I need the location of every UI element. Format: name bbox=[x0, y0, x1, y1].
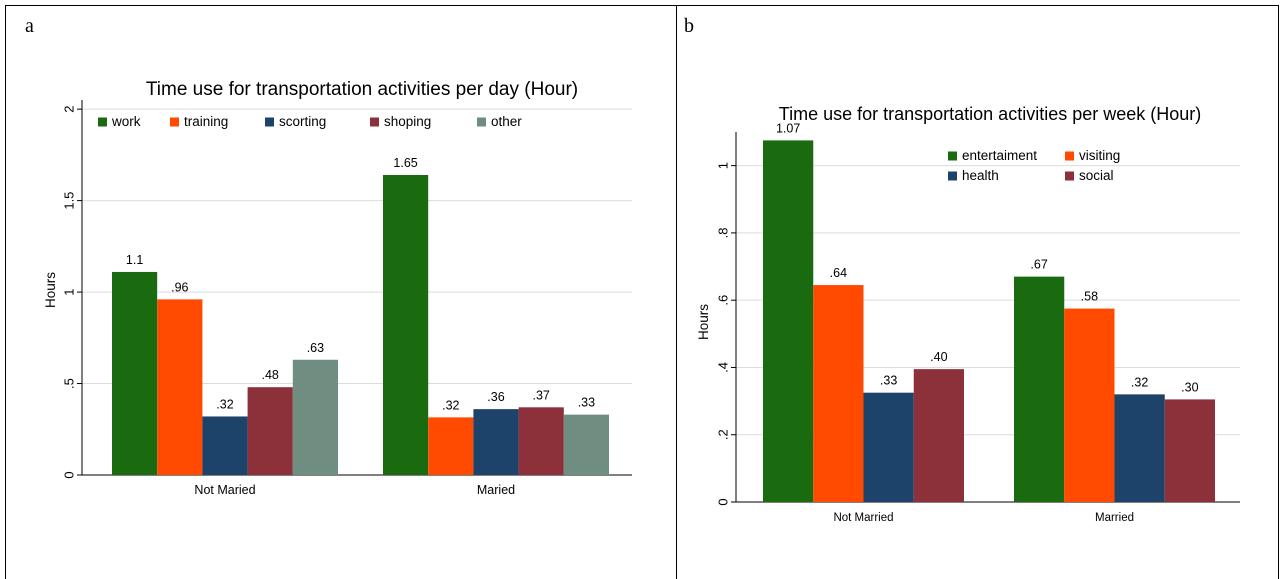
chart1-legend-swatch bbox=[370, 117, 379, 127]
chart2-bar-social bbox=[1164, 399, 1215, 502]
chart1-bar-value-label: .63 bbox=[307, 341, 324, 355]
chart2-bar-value-label: .40 bbox=[930, 350, 947, 364]
chart1-bar-value-label: 1.1 bbox=[126, 253, 143, 267]
chart1-bar-training bbox=[428, 417, 474, 475]
chart2-category-label: Not Married bbox=[833, 512, 893, 524]
chart2-legend-swatch bbox=[1065, 171, 1074, 181]
chart1-ytick-label: .5 bbox=[61, 378, 76, 389]
chart1-legend-label: scorting bbox=[279, 114, 326, 129]
chart1-bar-value-label: .96 bbox=[171, 280, 188, 294]
chart1-legend-swatch bbox=[98, 117, 107, 127]
figure-frame bbox=[5, 5, 1279, 579]
chart1-legend-swatch bbox=[477, 117, 486, 127]
chart1-bar-work bbox=[383, 175, 429, 475]
chart1-legend-label: work bbox=[111, 114, 141, 129]
chart1-category-label: Not Maried bbox=[194, 483, 255, 497]
chart1-bar-training bbox=[157, 299, 203, 475]
chart1-bar-shoping bbox=[247, 387, 293, 475]
chart2-ytick-label: .8 bbox=[715, 227, 730, 238]
chart1-bar-value-label: .48 bbox=[262, 368, 279, 382]
chart2-bar-value-label: .33 bbox=[880, 374, 897, 388]
chart1-category-label: Maried bbox=[477, 483, 515, 497]
chart2-bar-value-label: 1.07 bbox=[776, 121, 800, 135]
chart2-bar-value-label: .67 bbox=[1030, 258, 1047, 272]
chart1-ytick-label: 0 bbox=[61, 471, 76, 478]
chart2-title: Time use for transportation activities p… bbox=[779, 104, 1202, 124]
chart2-bar-visiting bbox=[813, 285, 864, 502]
chart1-legend-label: shoping bbox=[384, 114, 431, 129]
chart1-legend-label: other bbox=[491, 114, 522, 129]
chart1-ytick-label: 1 bbox=[61, 288, 76, 295]
chart2-category-label: Married bbox=[1095, 512, 1134, 524]
chart1-bar-scorting bbox=[473, 409, 519, 475]
chart1-ytick-label: 1.5 bbox=[61, 192, 76, 210]
chart2-ytick-label: .4 bbox=[715, 362, 730, 373]
chart2-ytick-label: 0 bbox=[715, 498, 730, 505]
chart2-bar-visiting bbox=[1064, 308, 1115, 502]
chart1-bar-other bbox=[292, 359, 338, 475]
chart1-ytick-label: 2 bbox=[61, 106, 76, 113]
chart2-legend-swatch bbox=[948, 151, 957, 161]
panel-divider bbox=[676, 5, 677, 579]
chart1-bar-shoping bbox=[518, 407, 564, 475]
chart2-ytick-label: .6 bbox=[715, 295, 730, 306]
chart2-bar-entertaiment bbox=[763, 140, 814, 502]
chart1-bar-scorting bbox=[202, 416, 248, 475]
chart1-bar-value-label: .32 bbox=[442, 398, 459, 412]
chart2-bar-health bbox=[1114, 394, 1165, 502]
chart2-legend-label: visiting bbox=[1079, 148, 1120, 163]
chart2-bar-value-label: .30 bbox=[1181, 380, 1198, 394]
chart2-legend-swatch bbox=[948, 171, 957, 181]
chart1-bar-work bbox=[112, 271, 158, 475]
chart2-bar-health bbox=[863, 392, 914, 502]
chart1-title: Time use for transportation activities p… bbox=[146, 79, 578, 100]
chart2-bar-value-label: .58 bbox=[1081, 290, 1098, 304]
panel-label-a: a bbox=[25, 15, 34, 37]
chart2-bar-entertaiment bbox=[1014, 276, 1065, 502]
chart1-bar-value-label: .37 bbox=[533, 388, 550, 402]
chart1-legend-swatch bbox=[170, 117, 179, 127]
chart2-ylabel: Hours bbox=[696, 304, 711, 340]
chart1-legend-swatch bbox=[265, 117, 274, 127]
chart1-ylabel: Hours bbox=[43, 272, 58, 308]
chart2-legend-label: health bbox=[962, 168, 999, 183]
chart1-bar-value-label: .32 bbox=[216, 397, 233, 411]
chart2-legend-label: entertaiment bbox=[962, 148, 1037, 163]
chart1-bar-value-label: .36 bbox=[487, 390, 504, 404]
chart1-bar-other bbox=[563, 414, 609, 475]
chart2-legend-swatch bbox=[1065, 151, 1074, 161]
chart2-ytick-label: .2 bbox=[715, 429, 730, 440]
chart1-bar-value-label: 1.65 bbox=[393, 156, 417, 170]
chart2-bar-social bbox=[913, 369, 964, 502]
chart2-bar-value-label: .64 bbox=[830, 266, 847, 280]
chart2-ytick-label: 1 bbox=[715, 162, 730, 169]
chart1-bar-value-label: .33 bbox=[578, 396, 595, 410]
chart1-legend-label: training bbox=[184, 114, 228, 129]
chart2-bar-value-label: .32 bbox=[1131, 375, 1148, 389]
chart2-legend-label: social bbox=[1079, 168, 1114, 183]
panel-label-b: b bbox=[684, 15, 694, 37]
